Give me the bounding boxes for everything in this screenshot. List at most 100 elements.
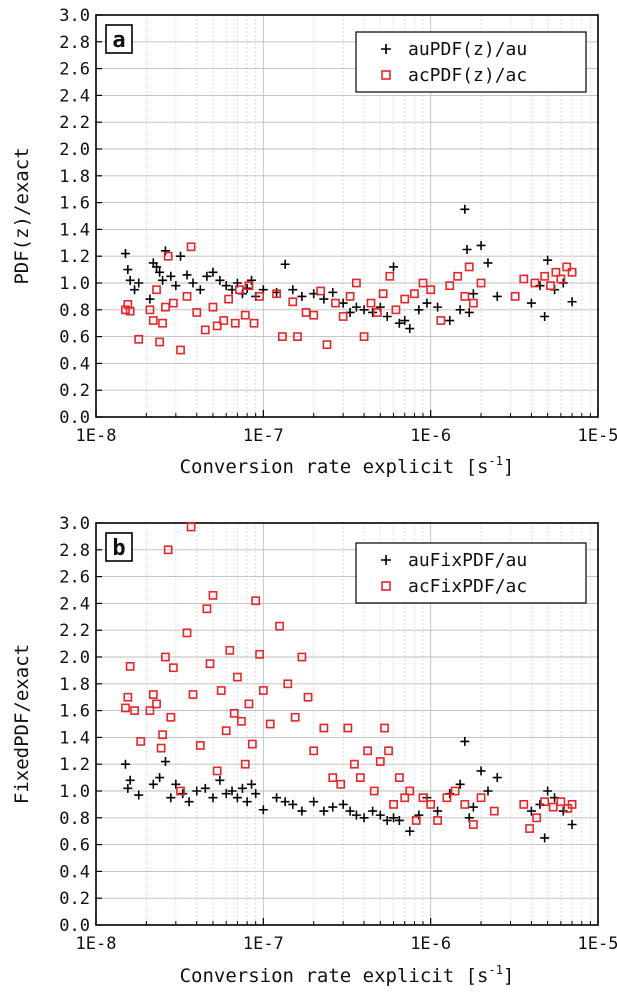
data-point-plus [460, 204, 470, 214]
data-point-square [249, 318, 259, 328]
data-point-square [123, 692, 133, 702]
data-point-square [168, 298, 178, 308]
data-point-plus [540, 312, 550, 321]
data-point-plus [405, 324, 415, 334]
data-point-square [309, 310, 319, 320]
data-point-plus [433, 806, 443, 816]
data-point-square [551, 267, 561, 277]
data-point-plus [464, 307, 474, 317]
data-point-square [156, 743, 166, 753]
data-point-plus [155, 773, 165, 783]
legend-label: acFixPDF/ac [408, 576, 527, 597]
x-tick-label: 1E-7 [243, 934, 284, 954]
data-point-plus [297, 806, 307, 816]
legend-box [355, 31, 587, 93]
data-point-square [410, 289, 419, 299]
data-point-square [519, 274, 529, 284]
data-point-square [562, 262, 572, 272]
data-point-plus [455, 779, 465, 789]
data-point-plus [535, 799, 545, 809]
series-plus [120, 204, 577, 334]
y-tick-label: 0.4 [59, 862, 90, 882]
data-point-plus [237, 783, 247, 793]
data-point-plus [400, 316, 410, 326]
data-point-square [188, 690, 198, 699]
data-point-plus [405, 826, 415, 836]
x-tick-label: 1E-6 [410, 426, 451, 446]
x-tick-label: 1E-5 [578, 426, 617, 446]
data-point-plus [359, 813, 369, 823]
data-point-square [237, 716, 246, 726]
y-tick-label: 1.2 [59, 755, 90, 775]
data-point-square [148, 316, 158, 325]
data-point-square [442, 793, 452, 803]
data-point-square [293, 332, 302, 341]
data-point-square [426, 799, 436, 809]
data-point-square [540, 271, 550, 281]
data-point-plus [166, 793, 176, 803]
data-point-square [418, 793, 428, 803]
y-tick-label: 2.4 [59, 86, 90, 106]
data-point-plus [134, 790, 144, 800]
data-point-square [176, 786, 185, 796]
data-point-square [221, 726, 231, 736]
data-point-plus [394, 815, 404, 825]
data-point-plus [123, 265, 133, 275]
legend-label: acPDF(z)/ac [408, 65, 527, 86]
data-point-plus [247, 779, 257, 789]
data-point-square [134, 334, 144, 344]
data-point-square [176, 345, 185, 355]
data-point-square [235, 285, 244, 295]
data-point-plus [176, 251, 186, 261]
data-point-square [163, 251, 173, 261]
data-point-plus [247, 275, 257, 285]
data-point-square [468, 298, 478, 308]
data-point-square [258, 686, 268, 695]
data-point-plus [120, 249, 130, 259]
data-point-plus [389, 262, 399, 272]
data-point-square [450, 786, 460, 796]
data-point-square [510, 291, 520, 301]
data-point-square [216, 686, 226, 695]
data-point-square [275, 621, 284, 631]
data-point-plus [345, 806, 355, 816]
data-point-square [247, 739, 257, 749]
data-point-plus [492, 773, 502, 783]
data-point-plus [242, 797, 252, 807]
data-point-square [186, 522, 196, 532]
data-point-plus [182, 270, 192, 280]
y-tick-label: 0.8 [59, 809, 90, 829]
data-point-plus [483, 786, 493, 796]
data-point-plus [160, 757, 170, 767]
y-tick-label: 2.8 [59, 541, 90, 561]
data-point-square [375, 757, 385, 766]
panel-label-box [105, 532, 133, 562]
data-point-plus [462, 245, 472, 254]
data-point-square [349, 759, 359, 769]
data-point-plus [232, 793, 242, 803]
data-point-square [394, 773, 404, 782]
data-point-plus [328, 802, 338, 812]
panel-label: b [112, 536, 125, 561]
plot-frame [95, 522, 599, 926]
legend-marker-square [381, 581, 391, 591]
data-point-square [476, 278, 486, 288]
data-point-plus [526, 298, 536, 308]
data-point-plus [280, 259, 290, 269]
data-point-plus [288, 799, 298, 809]
y-tick-label: 3.0 [59, 6, 90, 26]
data-point-square [380, 723, 389, 733]
data-point-plus [215, 775, 225, 785]
panel-label-box [105, 24, 133, 54]
data-point-plus [200, 783, 210, 793]
y-tick-label: 0.0 [59, 408, 90, 428]
data-point-plus [455, 305, 465, 315]
data-point-square [121, 305, 130, 315]
data-point-plus [192, 786, 202, 796]
data-point-plus [540, 833, 550, 843]
data-point-plus [227, 285, 237, 295]
data-point-square [202, 604, 212, 614]
data-point-square [372, 308, 382, 317]
data-point-plus [309, 797, 319, 807]
y-tick-label: 0.4 [59, 354, 90, 374]
